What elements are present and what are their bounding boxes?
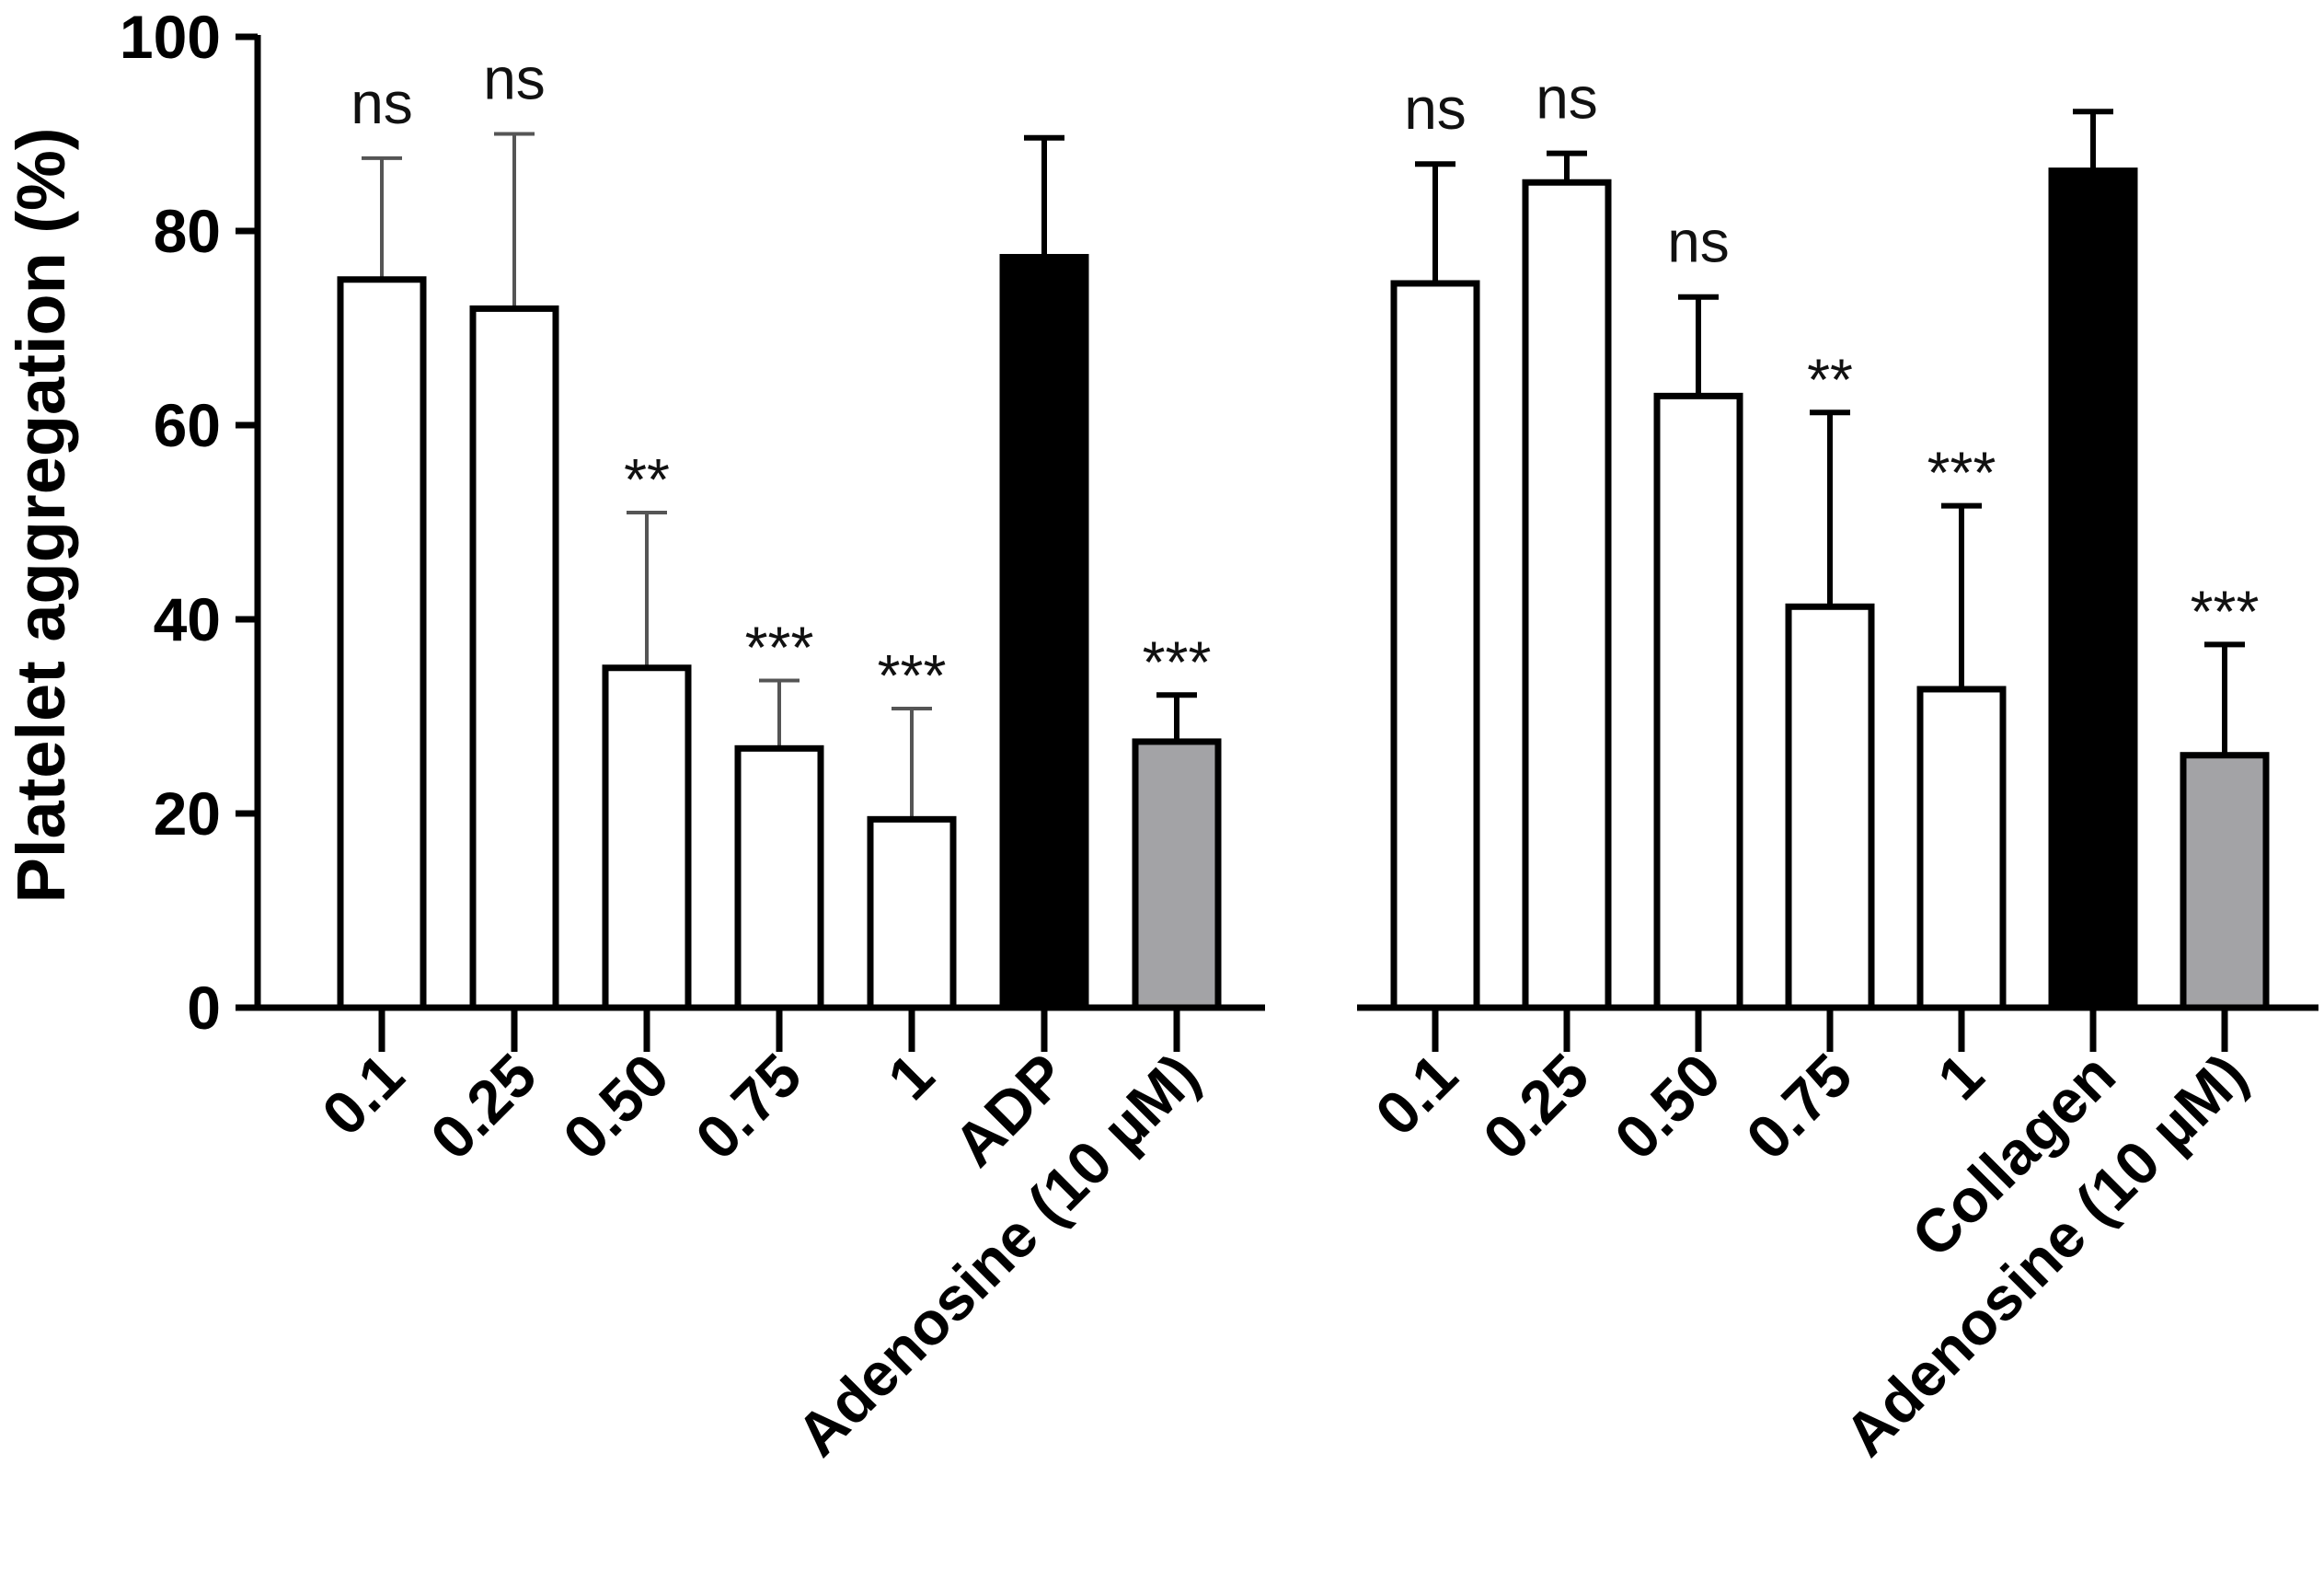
bar	[734, 744, 824, 1011]
significance-label: ns	[483, 46, 546, 112]
bar	[1653, 392, 1743, 1011]
bar	[999, 253, 1089, 1011]
bar	[469, 305, 559, 1011]
bar	[1390, 280, 1480, 1011]
y-tick-label: 100	[120, 3, 221, 71]
bar	[2048, 167, 2138, 1011]
bar	[867, 815, 957, 1011]
significance-label: ns	[1667, 209, 1730, 275]
significance-label: ns	[1404, 75, 1467, 142]
bar	[1916, 686, 2007, 1011]
bar	[1132, 738, 1222, 1011]
y-axis-label: Platelet aggregation (%)	[3, 128, 79, 904]
significance-label: ***	[745, 614, 814, 680]
y-tick-label: 60	[154, 391, 221, 459]
significance-label: ns	[1536, 65, 1598, 132]
bar	[602, 664, 692, 1011]
bar	[2180, 752, 2270, 1011]
significance-label: **	[1807, 346, 1853, 412]
y-tick-label: 0	[187, 974, 221, 1042]
y-tick-label: 40	[154, 585, 221, 653]
significance-label: ns	[351, 70, 413, 136]
y-tick-label: 20	[154, 779, 221, 848]
significance-label: ***	[878, 642, 947, 709]
significance-label: ***	[2191, 578, 2260, 644]
significance-label: **	[624, 446, 670, 513]
bar	[337, 276, 427, 1011]
bar	[1522, 179, 1612, 1011]
y-tick-label: 80	[154, 197, 221, 265]
significance-label: ***	[1143, 629, 1212, 695]
significance-label: ***	[1927, 440, 1996, 506]
bar	[1785, 603, 1875, 1011]
